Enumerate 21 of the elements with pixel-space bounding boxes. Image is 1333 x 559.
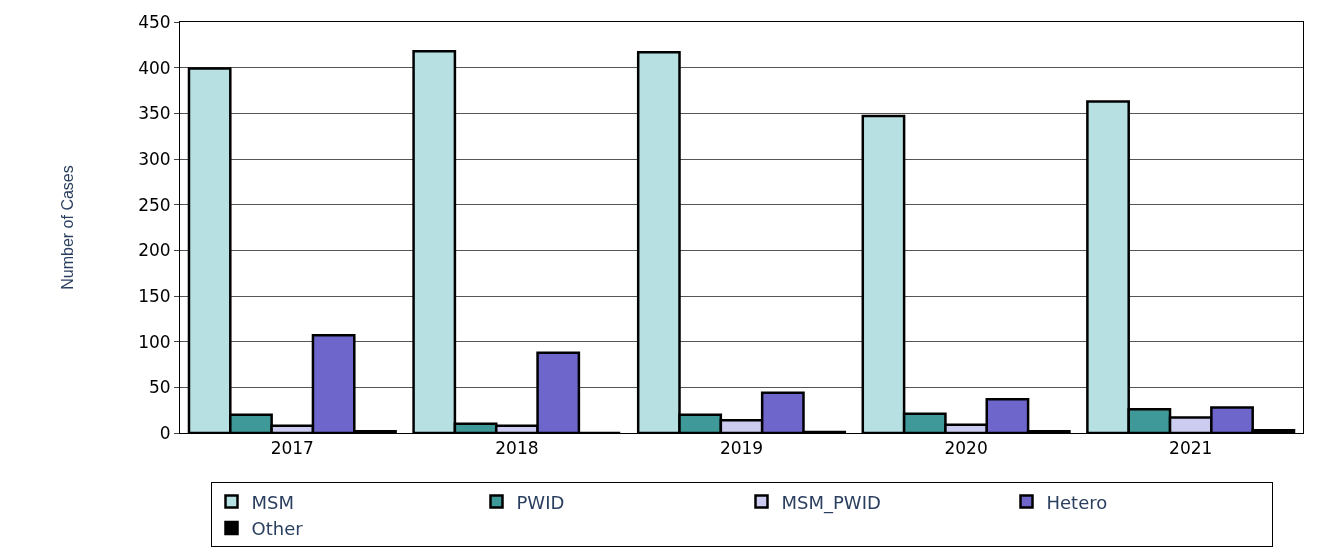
y-tick-label: 200 — [138, 240, 171, 261]
x-tick-label: 2020 — [944, 438, 988, 459]
y-tick-label: 100 — [138, 331, 171, 352]
y-tick-label: 250 — [138, 194, 171, 215]
x-tick-label: 2021 — [1169, 438, 1213, 459]
y-tick-label: 350 — [138, 103, 171, 124]
y-tick-label: 300 — [138, 148, 171, 169]
x-tick-label: 2019 — [719, 438, 764, 459]
y-tick-label: 0 — [159, 422, 171, 443]
y-tick-label: 150 — [138, 285, 171, 306]
x-tick-label: 2017 — [270, 438, 314, 459]
y-tick-label: 400 — [138, 57, 171, 78]
legend-label: MSM_PWID — [781, 491, 881, 514]
y-axis-title: Number of Cases — [59, 165, 77, 290]
legend-label: PWID — [516, 491, 565, 513]
legend-label: Hetero — [1046, 491, 1108, 513]
legend-label: MSM — [251, 491, 294, 513]
y-tick-label: 450 — [138, 11, 171, 32]
y-tick-label: 50 — [148, 377, 171, 398]
x-tick-label: 2018 — [495, 438, 539, 459]
legend-label: Other — [251, 517, 304, 539]
